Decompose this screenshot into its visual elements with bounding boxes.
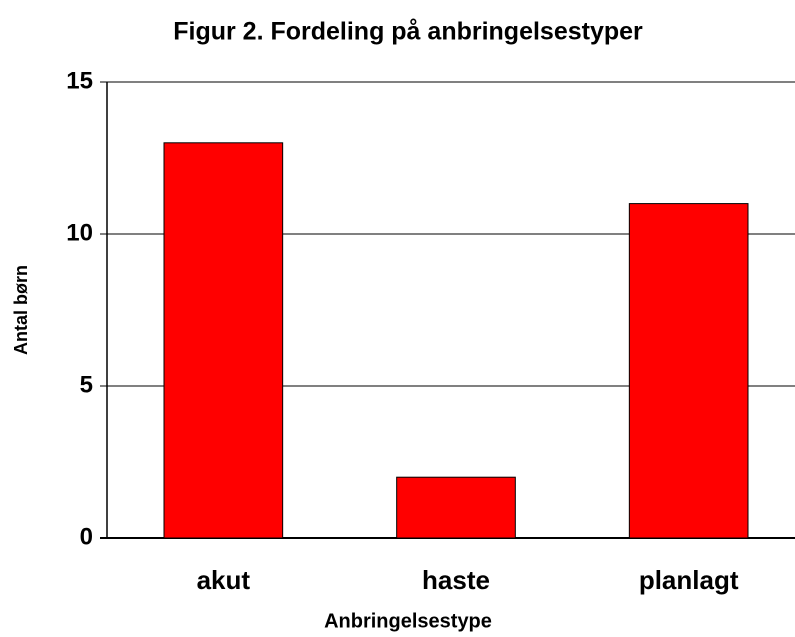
bar (628, 203, 749, 539)
x-axis-label: Anbringelsestype (324, 610, 492, 632)
y-tick-label: 5 (80, 371, 93, 398)
y-tick-label: 0 (80, 523, 93, 550)
y-tick-label: 10 (66, 219, 93, 246)
x-tick-label: akut (197, 565, 251, 595)
y-axis-label: Antal børn (11, 265, 31, 355)
x-tick-label: haste (422, 565, 490, 595)
bar (163, 142, 284, 539)
y-tick-label: 15 (66, 67, 93, 94)
bar (396, 476, 516, 539)
x-tick-label: planlagt (639, 565, 739, 595)
chart-title: Figur 2. Fordeling på anbringelsestyper (173, 18, 643, 46)
